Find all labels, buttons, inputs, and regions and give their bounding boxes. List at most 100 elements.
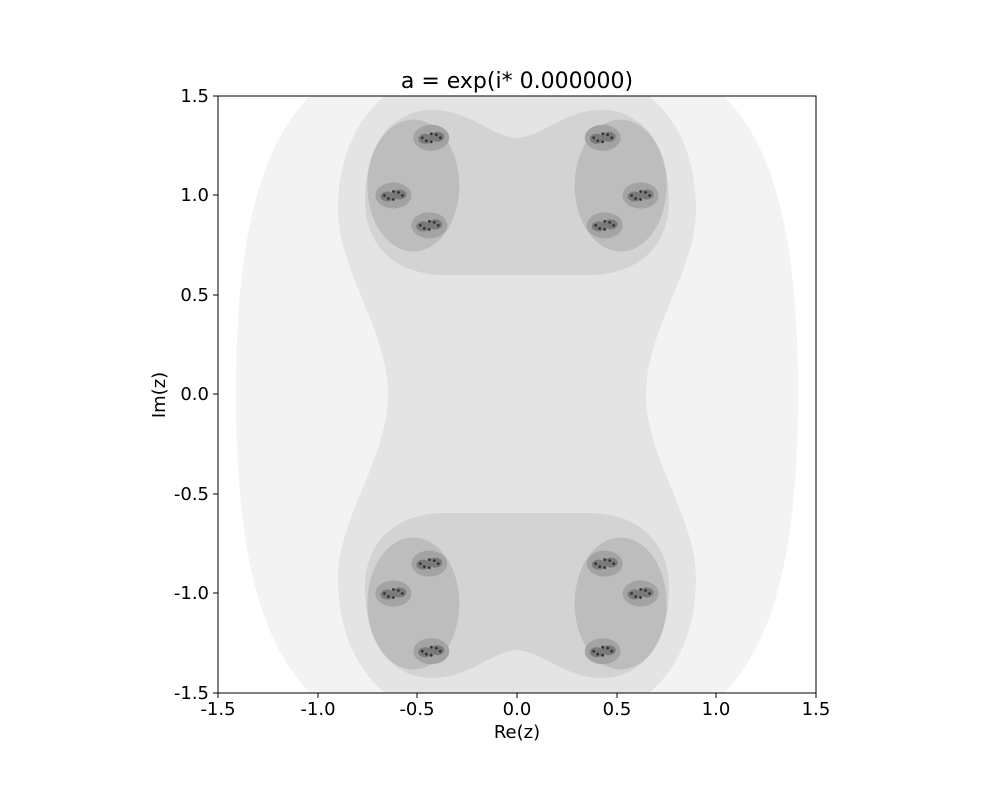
julia-speck xyxy=(606,133,610,137)
julia-subcluster-core xyxy=(380,589,395,600)
julia-speck xyxy=(424,652,428,656)
julia-subcluster-core xyxy=(601,645,616,656)
x-tick-label: -0.5 xyxy=(399,699,434,720)
julia-subcluster-core xyxy=(380,191,395,202)
julia-subcluster-core xyxy=(418,647,433,658)
julia-subcluster-core xyxy=(639,189,654,200)
julia-subcluster-core xyxy=(430,131,445,142)
julia-speck xyxy=(639,588,642,591)
julia-speck xyxy=(438,649,442,653)
y-tick-label: -1.0 xyxy=(174,583,209,604)
julia-subcluster-core xyxy=(392,587,407,598)
julia-subcluster-core xyxy=(601,131,616,142)
julia-speck xyxy=(429,132,433,136)
julia-speck xyxy=(610,649,614,653)
julia-speck xyxy=(630,194,633,197)
julia-speck xyxy=(392,190,395,193)
julia-speck xyxy=(601,132,605,136)
julia-speck xyxy=(401,592,404,595)
y-tick-label: -0.5 xyxy=(174,484,209,505)
julia-subcluster-core xyxy=(430,645,445,656)
julia-speck xyxy=(594,562,598,566)
y-tick-label: 0.0 xyxy=(180,384,209,405)
julia-speck xyxy=(438,136,442,140)
julia-subcluster-core xyxy=(589,647,604,658)
julia-speck xyxy=(427,219,431,223)
julia-speck xyxy=(612,562,616,566)
julia-speck xyxy=(429,645,433,649)
julia-subcluster-core xyxy=(627,589,642,600)
julia-speck xyxy=(427,558,431,562)
julia-speck xyxy=(594,223,598,227)
chart-title: a = exp(i* 0.000000) xyxy=(401,69,633,94)
julia-subcluster-core xyxy=(603,557,618,568)
julia-speck xyxy=(644,191,647,194)
julia-subcluster-core xyxy=(627,191,642,202)
julia-subcluster-core xyxy=(591,221,606,232)
julia-clusters xyxy=(367,119,667,670)
julia-speck xyxy=(603,558,607,562)
julia-subcluster-core xyxy=(392,189,407,200)
julia-speck xyxy=(608,559,612,563)
julia-speck xyxy=(603,227,607,231)
x-tick-label: 1.5 xyxy=(802,699,831,720)
y-axis-ticks: 1.5 1.0 0.5 0.0 -0.5 -1.0 -1.5 xyxy=(174,86,218,704)
julia-speck xyxy=(598,226,602,230)
x-tick-label: 0.5 xyxy=(603,699,632,720)
julia-speck xyxy=(592,136,596,140)
julia-subcluster-core xyxy=(589,133,604,144)
julia-speck xyxy=(612,223,616,227)
julia-subcluster-core xyxy=(639,587,654,598)
julia-speck xyxy=(639,198,642,201)
julia-speck xyxy=(427,227,431,231)
julia-subcluster-core xyxy=(591,559,606,570)
julia-subcluster-core xyxy=(603,219,618,230)
julia-speck xyxy=(630,592,633,595)
julia-subcluster-core xyxy=(428,557,443,568)
julia-speck xyxy=(601,645,605,649)
julia-speck xyxy=(432,220,436,224)
julia-speck xyxy=(598,565,602,569)
julia-speck xyxy=(418,562,422,566)
julia-speck xyxy=(418,223,422,227)
julia-speck xyxy=(420,649,424,653)
julia-speck xyxy=(603,219,607,223)
julia-speck xyxy=(648,592,651,595)
julia-speck xyxy=(429,140,433,144)
x-tick-label: -1.5 xyxy=(200,699,235,720)
y-tick-label: -1.5 xyxy=(174,683,209,704)
julia-speck xyxy=(434,646,438,650)
julia-speck xyxy=(432,559,436,563)
julia-speck xyxy=(644,589,647,592)
julia-speck xyxy=(387,595,390,598)
julia-speck xyxy=(601,140,605,144)
julia-speck xyxy=(634,197,637,200)
julia-speck xyxy=(392,588,395,591)
julia-subcluster-core xyxy=(416,559,431,570)
julia-speck xyxy=(596,652,600,656)
julia-speck xyxy=(601,653,605,657)
julia-speck xyxy=(392,198,395,201)
julia-speck xyxy=(397,589,400,592)
julia-speck xyxy=(603,566,607,570)
julia-speck xyxy=(422,565,426,569)
julia-speck xyxy=(606,646,610,650)
julia-speck xyxy=(436,223,440,227)
x-axis-label: Re(z) xyxy=(494,722,540,743)
julia-speck xyxy=(608,220,612,224)
julia-speck xyxy=(639,190,642,193)
julia-speck xyxy=(634,595,637,598)
julia-speck xyxy=(401,194,404,197)
plot-area xyxy=(218,96,816,693)
x-tick-label: -1.0 xyxy=(300,699,335,720)
x-tick-label: 0.0 xyxy=(503,699,532,720)
y-axis-label: Im(z) xyxy=(149,372,170,418)
y-tick-label: 1.5 xyxy=(180,86,209,107)
julia-speck xyxy=(392,596,395,599)
julia-speck xyxy=(397,191,400,194)
julia-speck xyxy=(422,226,426,230)
julia-speck xyxy=(592,649,596,653)
julia-speck xyxy=(436,562,440,566)
julia-subcluster-core xyxy=(418,133,433,144)
